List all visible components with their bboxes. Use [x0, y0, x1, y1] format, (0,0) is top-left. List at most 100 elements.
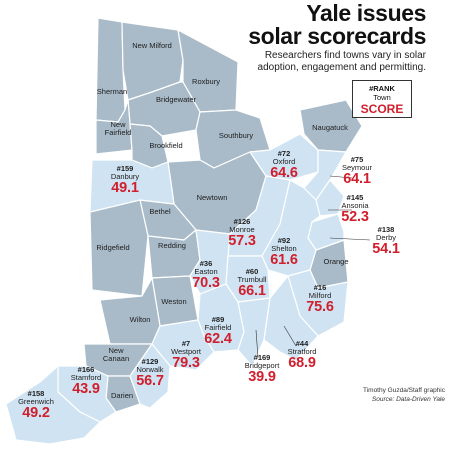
town-label-danbury: #159 Danbury 49.1	[111, 165, 139, 196]
town-label-norwalk: #129 Norwalk 56.7	[136, 358, 164, 389]
town-score: 54.1	[372, 240, 400, 257]
town-score: 68.9	[288, 354, 316, 371]
town-name-weston: Weston	[161, 297, 187, 306]
town-shape-norwalk	[129, 343, 171, 409]
town-rank: #138	[377, 225, 395, 234]
town-label-seymour: #75 Seymour 64.1	[342, 156, 372, 187]
map-legend: #RANK Town SCORE	[352, 80, 412, 118]
town-score: 75.6	[306, 298, 334, 315]
town-rank: #169	[253, 353, 271, 362]
town-name: Shelton	[271, 243, 297, 253]
town-label-easton: #36 Easton 70.3	[192, 259, 220, 291]
pointer-line-derby	[329, 237, 371, 241]
town-label-ansonia: #145 Ansonia 52.3	[341, 193, 369, 225]
title-line-2: solar scorecards	[248, 23, 426, 49]
town-label-greenwich: #158 Greenwich 49.2	[18, 390, 54, 421]
town-label-milford: #16 Milford 75.6	[306, 283, 334, 315]
town-score: 62.4	[204, 330, 232, 347]
town-label-fairfield: #89 Fairfield 62.4	[204, 315, 232, 347]
town-name: Derby	[375, 232, 397, 242]
town-name-darien: Darien	[110, 391, 134, 400]
town-score: 70.3	[192, 274, 220, 291]
town-name-ridgefield: Ridgefield	[96, 243, 130, 252]
town-rank: #92	[277, 236, 291, 245]
credit: Timothy Guzda/Staff graphic Source: Data…	[300, 386, 445, 404]
town-score: 56.7	[136, 372, 164, 389]
pointer-line-bridgeport	[255, 329, 259, 359]
town-rank: #145	[346, 193, 364, 202]
town-name-bridgewater: Bridgewater	[155, 95, 197, 104]
town-rank: #166	[77, 365, 95, 374]
town-name-new-fairfield: New Fairfield	[104, 120, 132, 138]
town-name: Danbury	[110, 171, 140, 181]
town-name-new-milford: New Milford	[132, 41, 172, 50]
town-score: 49.1	[111, 179, 139, 196]
town-name: Seymour	[341, 162, 373, 172]
town-rank: #36	[199, 259, 213, 268]
town-shape-new-fairfield	[95, 99, 133, 155]
town-name: Milford	[308, 290, 332, 300]
town-rank: #158	[27, 389, 45, 398]
town-label-shelton: #92 Shelton 61.6	[270, 236, 298, 268]
town-name: Norwalk	[136, 364, 164, 374]
town-shape-greenwich	[5, 365, 101, 445]
town-shape-stratford	[263, 275, 319, 361]
town-rank: #89	[211, 315, 225, 324]
page-subtitle: Researchers find towns vary in solar ado…	[257, 50, 426, 73]
town-score: 79.3	[172, 354, 200, 371]
town-score: 61.6	[270, 251, 298, 268]
title-line-1: Yale issues	[306, 0, 426, 26]
town-name-wilton: Wilton	[129, 315, 151, 324]
town-name: Stamford	[70, 372, 102, 382]
town-name-brookfield: Brookfield	[149, 141, 183, 150]
town-name-southbury: Southbury	[218, 131, 254, 140]
town-rank: #72	[277, 149, 291, 158]
town-score: 39.9	[248, 368, 276, 385]
town-name: Westport	[171, 346, 201, 356]
town-score: 52.3	[341, 208, 369, 225]
town-name-roxbury: Roxbury	[192, 77, 220, 86]
legend-rank: #RANK	[369, 84, 395, 93]
town-rank: #159	[116, 164, 134, 173]
town-name-redding: Redding	[158, 241, 186, 250]
town-name-bethel: Bethel	[149, 207, 171, 216]
town-name: Oxford	[272, 156, 296, 166]
credit-line: Timothy Guzda/Staff graphic	[362, 387, 445, 394]
town-label-trumbull: #60 Trumbull 66.1	[238, 268, 267, 299]
town-label-stamford: #166 Stamford 43.9	[71, 366, 101, 397]
town-name: Easton	[194, 266, 218, 276]
town-label-derby: #138 Derby 54.1	[372, 225, 400, 257]
town-score: 64.1	[343, 170, 371, 187]
town-name: Trumbull	[237, 274, 267, 284]
town-name-orange: Orange	[323, 257, 349, 266]
legend-score: SCORE	[360, 102, 404, 116]
page-title: Yale issues solar scorecards	[248, 2, 426, 48]
town-rank: #7	[181, 339, 191, 348]
town-rank: #75	[350, 155, 364, 164]
town-name: Stratford	[287, 346, 317, 356]
town-label-westport: #7 Westport 79.3	[171, 340, 201, 371]
town-label-monroe: #126 Monroe 57.3	[228, 217, 256, 249]
town-name: Ansonia	[341, 200, 369, 210]
town-name-sherman: Sherman	[96, 87, 128, 96]
town-score: 49.2	[22, 404, 50, 421]
town-rank: #126	[233, 217, 251, 226]
town-name-naugatuck: Naugatuck	[312, 123, 348, 132]
town-score: 57.3	[228, 232, 256, 249]
town-shape-sherman	[95, 17, 126, 123]
town-label-bridgeport: #169 Bridgeport 39.9	[245, 354, 280, 385]
town-name-newtown: Newtown	[196, 193, 228, 202]
town-score: 64.6	[270, 164, 298, 181]
town-rank: #16	[313, 283, 327, 292]
town-label-stratford: #44 Stratford 68.9	[288, 340, 317, 371]
town-score: 66.1	[238, 282, 266, 299]
town-name: Monroe	[229, 224, 255, 234]
pointer-line-seymour	[329, 175, 353, 179]
town-name: Fairfield	[204, 322, 232, 332]
town-name: Greenwich	[18, 396, 54, 406]
town-shape-danbury	[89, 159, 175, 213]
town-name-new-canaan: New Canaan	[102, 346, 130, 364]
source-line: Source: Data-Driven Yale	[371, 396, 445, 404]
legend-town: Town	[373, 93, 391, 102]
